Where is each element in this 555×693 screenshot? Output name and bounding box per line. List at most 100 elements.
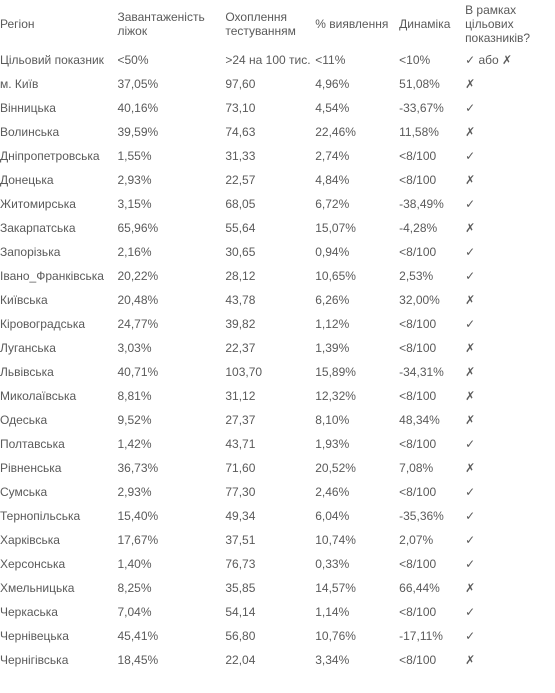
table-row: Івано_Франківська20,22%28,1210,65%2,53%✓ <box>0 264 555 288</box>
cell-testing: 37,51 <box>225 528 315 552</box>
table-row: Сумська2,93%77,302,46%<8/100✓ <box>0 480 555 504</box>
cell-detection: 4,84% <box>315 168 399 192</box>
cell-region: Львівська <box>0 360 117 384</box>
cell-testing: 73,10 <box>225 96 315 120</box>
cell-targets: ✓ <box>465 96 555 120</box>
table-row: Тернопільська15,40%49,346,04%-35,36%✓ <box>0 504 555 528</box>
cell-region: Хмельницька <box>0 576 117 600</box>
cell-beds: 45,41% <box>117 624 225 648</box>
cell-beds: 36,73% <box>117 456 225 480</box>
cell-beds: 17,67% <box>117 528 225 552</box>
cell-testing: 35,85 <box>225 576 315 600</box>
table-row: Херсонська1,40%76,730,33%<8/100✓ <box>0 552 555 576</box>
cell-detection: <11% <box>315 48 399 72</box>
cell-testing: 28,12 <box>225 264 315 288</box>
table-body: Цільовий показник<50%>24 на 100 тис.<11%… <box>0 48 555 672</box>
table-row: Волинська39,59%74,6322,46%11,58%✗ <box>0 120 555 144</box>
cell-targets: ✗ <box>465 384 555 408</box>
cell-region: Івано_Франківська <box>0 264 117 288</box>
table-row: Донецька2,93%22,574,84%<8/100✗ <box>0 168 555 192</box>
cell-testing: 31,12 <box>225 384 315 408</box>
cell-region: Цільовий показник <box>0 48 117 72</box>
cell-detection: 20,52% <box>315 456 399 480</box>
cell-detection: 14,57% <box>315 576 399 600</box>
cell-detection: 1,14% <box>315 600 399 624</box>
cell-beds: 2,93% <box>117 168 225 192</box>
cell-targets: ✓ <box>465 264 555 288</box>
cell-region: Дніпропетровська <box>0 144 117 168</box>
cell-testing: 22,57 <box>225 168 315 192</box>
cell-region: Донецька <box>0 168 117 192</box>
cell-detection: 15,89% <box>315 360 399 384</box>
cell-targets: ✓ <box>465 144 555 168</box>
cell-detection: 6,04% <box>315 504 399 528</box>
cell-detection: 1,93% <box>315 432 399 456</box>
cell-beds: 7,04% <box>117 600 225 624</box>
cell-region: Полтавська <box>0 432 117 456</box>
cell-dynamics: <8/100 <box>399 432 465 456</box>
cell-dynamics: -38,49% <box>399 192 465 216</box>
cell-detection: 4,54% <box>315 96 399 120</box>
cell-targets: ✗ <box>465 72 555 96</box>
cell-detection: 10,65% <box>315 264 399 288</box>
cell-beds: 3,15% <box>117 192 225 216</box>
cell-targets: ✗ <box>465 648 555 672</box>
cell-region: Луганська <box>0 336 117 360</box>
cell-dynamics: 66,44% <box>399 576 465 600</box>
data-table: Регіон Завантаженість ліжок Охоплення те… <box>0 0 555 672</box>
cell-testing: 27,37 <box>225 408 315 432</box>
cell-dynamics: -33,67% <box>399 96 465 120</box>
cell-beds: <50% <box>117 48 225 72</box>
cell-detection: 6,72% <box>315 192 399 216</box>
cell-beds: 40,71% <box>117 360 225 384</box>
cell-detection: 2,46% <box>315 480 399 504</box>
table-header: Регіон Завантаженість ліжок Охоплення те… <box>0 0 555 48</box>
cell-beds: 1,42% <box>117 432 225 456</box>
cell-testing: 55,64 <box>225 216 315 240</box>
table-row: м. Київ37,05%97,604,96%51,08%✗ <box>0 72 555 96</box>
cell-dynamics: 7,08% <box>399 456 465 480</box>
table-row: Миколаївська8,81%31,1212,32%<8/100✗ <box>0 384 555 408</box>
cell-region: Чернівецька <box>0 624 117 648</box>
cell-dynamics: 2,53% <box>399 264 465 288</box>
cell-targets: ✓ <box>465 552 555 576</box>
cell-dynamics: <8/100 <box>399 648 465 672</box>
cell-targets: ✗ <box>465 576 555 600</box>
cell-targets: ✗ <box>465 120 555 144</box>
cell-detection: 12,32% <box>315 384 399 408</box>
cell-detection: 0,33% <box>315 552 399 576</box>
col-header-dynamics: Динаміка <box>399 0 465 48</box>
cell-region: Житомирська <box>0 192 117 216</box>
cell-region: Рівненська <box>0 456 117 480</box>
cell-dynamics: 51,08% <box>399 72 465 96</box>
cell-testing: 43,71 <box>225 432 315 456</box>
cell-targets: ✓ <box>465 432 555 456</box>
cell-dynamics: -4,28% <box>399 216 465 240</box>
cell-dynamics: <8/100 <box>399 480 465 504</box>
cell-region: Херсонська <box>0 552 117 576</box>
cell-detection: 4,96% <box>315 72 399 96</box>
cell-testing: 43,78 <box>225 288 315 312</box>
cell-targets: ✓ <box>465 504 555 528</box>
cell-testing: 77,30 <box>225 480 315 504</box>
cell-targets: ✗ <box>465 360 555 384</box>
cell-region: Вінницька <box>0 96 117 120</box>
cell-detection: 0,94% <box>315 240 399 264</box>
cell-beds: 1,55% <box>117 144 225 168</box>
col-header-region: Регіон <box>0 0 117 48</box>
table-row: Дніпропетровська1,55%31,332,74%<8/100✓ <box>0 144 555 168</box>
cell-beds: 9,52% <box>117 408 225 432</box>
cell-testing: 49,34 <box>225 504 315 528</box>
cell-beds: 20,22% <box>117 264 225 288</box>
cell-targets: ✗ <box>465 288 555 312</box>
cell-region: Одеська <box>0 408 117 432</box>
cell-targets: ✗ <box>465 456 555 480</box>
cell-targets: ✗ <box>465 336 555 360</box>
cell-targets: ✗ <box>465 168 555 192</box>
cell-region: м. Київ <box>0 72 117 96</box>
cell-region: Харківська <box>0 528 117 552</box>
cell-beds: 15,40% <box>117 504 225 528</box>
cell-dynamics: 48,34% <box>399 408 465 432</box>
cell-dynamics: 11,58% <box>399 120 465 144</box>
cell-region: Волинська <box>0 120 117 144</box>
